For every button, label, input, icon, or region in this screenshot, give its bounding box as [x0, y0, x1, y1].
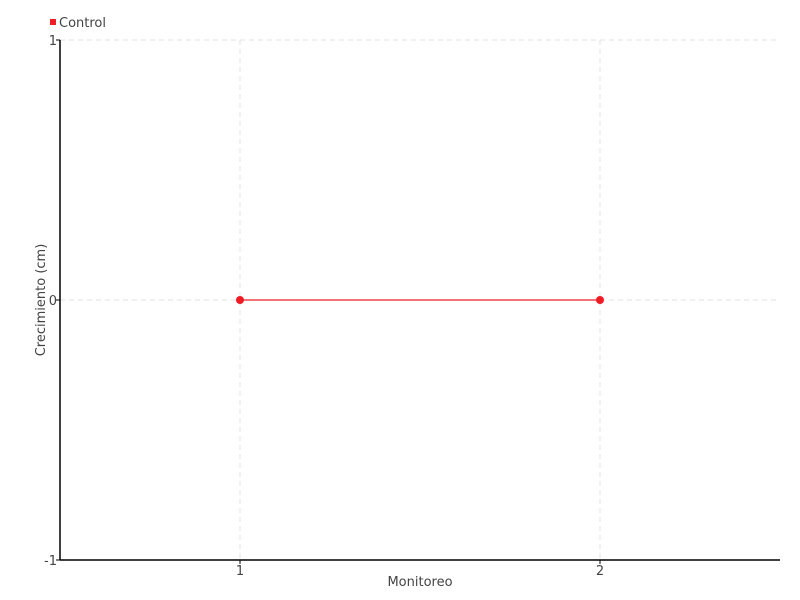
- series: [236, 296, 604, 304]
- y-tick-label: -1: [44, 554, 57, 569]
- y-axis-label: Crecimiento (cm): [34, 244, 49, 357]
- legend: Control: [50, 16, 106, 31]
- legend-swatch: [50, 19, 56, 25]
- y-tick-label: 0: [49, 294, 57, 309]
- x-axis-label: Monitoreo: [387, 575, 452, 590]
- x-tick-label: 1: [236, 564, 244, 579]
- ticks: 1 0 -1 1 2: [44, 34, 604, 579]
- legend-label: Control: [59, 16, 106, 31]
- data-point: [596, 296, 604, 304]
- x-tick-label: 2: [596, 564, 604, 579]
- data-point: [236, 296, 244, 304]
- y-tick-label: 1: [49, 34, 57, 49]
